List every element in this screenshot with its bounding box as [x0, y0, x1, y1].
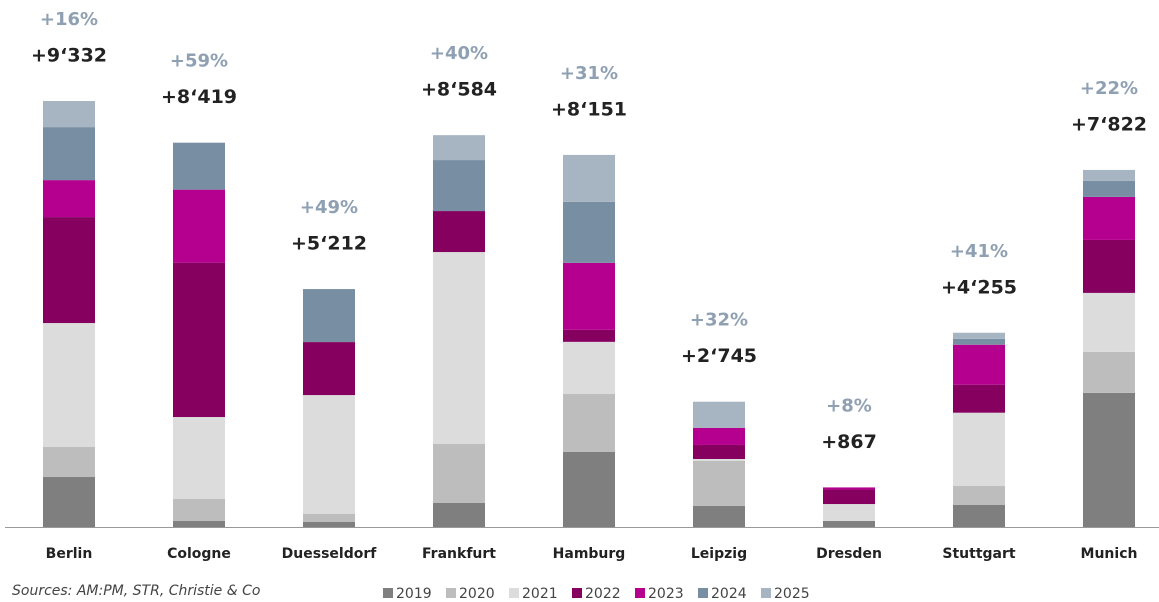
category-label: Hamburg: [553, 546, 626, 562]
legend-label: 2019: [396, 586, 432, 602]
bar-segment: [433, 160, 485, 212]
bar-segment: [433, 252, 485, 445]
bar-segment: [173, 189, 225, 263]
bar-segment: [43, 217, 95, 324]
growth-label: +16%: [40, 9, 98, 30]
bar-segment: [1083, 292, 1135, 352]
total-label: +9‘332: [31, 45, 107, 67]
total-label: +5‘212: [291, 233, 367, 255]
bar-segment: [433, 502, 485, 527]
bar-segment: [563, 201, 615, 263]
bar-segment: [693, 506, 745, 527]
bar-segment: [823, 489, 875, 505]
total-label: +2‘745: [681, 345, 757, 367]
category-label: Cologne: [167, 546, 231, 562]
bar-segment: [43, 447, 95, 478]
bar-segment: [693, 458, 745, 461]
bar-segment: [1083, 169, 1135, 181]
growth-label: +32%: [690, 310, 748, 331]
growth-label: +49%: [300, 197, 358, 218]
bar-segment: [823, 487, 875, 490]
total-label: +867: [821, 431, 877, 453]
bar-segment: [823, 504, 875, 522]
category-label: Frankfurt: [422, 546, 496, 562]
bar-segment: [173, 521, 225, 527]
bar-segment: [953, 504, 1005, 527]
bar-segment: [303, 342, 355, 396]
bar-segment: [43, 477, 95, 527]
legend-swatch: [383, 588, 393, 598]
bar-segment: [303, 289, 355, 343]
legend-swatch: [509, 588, 519, 598]
bar-segment: [303, 395, 355, 514]
growth-label: +8%: [826, 395, 872, 416]
category-label: Dresden: [816, 546, 882, 562]
total-label: +8‘151: [551, 98, 627, 120]
legend-swatch: [446, 588, 456, 598]
growth-label: +22%: [1080, 78, 1138, 99]
growth-label: +59%: [170, 51, 228, 72]
bar-segment: [43, 101, 95, 128]
bar-segment: [953, 344, 1005, 385]
bar-segment: [563, 329, 615, 342]
bar-segment: [433, 444, 485, 503]
bar-segment: [693, 444, 745, 459]
bar-segment: [433, 211, 485, 253]
bar-segment: [303, 521, 355, 527]
bar-segment: [173, 417, 225, 500]
bar-segment: [43, 127, 95, 181]
bar-segment: [563, 154, 615, 202]
bar-segment: [693, 401, 745, 428]
bar-segment: [1083, 392, 1135, 527]
growth-label: +40%: [430, 43, 488, 64]
legend-swatch: [635, 588, 645, 598]
bar-segment: [43, 180, 95, 218]
bar-segment: [693, 427, 745, 445]
category-label: Berlin: [46, 546, 93, 562]
category-label: Munich: [1081, 546, 1138, 562]
total-label: +8‘419: [161, 86, 237, 108]
category-label: Duesseldorf: [282, 546, 378, 562]
total-label: +4‘255: [941, 276, 1017, 298]
bar-segment: [953, 486, 1005, 505]
bar-segment: [563, 394, 615, 452]
growth-label: +41%: [950, 241, 1008, 262]
bar-segment: [693, 460, 745, 507]
bar-segment: [43, 323, 95, 448]
bar-segment: [823, 521, 875, 527]
bar-segment: [303, 513, 355, 522]
total-label: +8‘584: [421, 79, 497, 101]
bar-segment: [953, 412, 1005, 487]
bar-segment: [953, 332, 1005, 339]
bar-segment: [1083, 196, 1135, 240]
bar-segment: [173, 499, 225, 522]
legend-swatch: [698, 588, 708, 598]
total-label: +7‘822: [1071, 113, 1147, 135]
legend-label: 2024: [711, 586, 747, 602]
bar-segment: [1083, 351, 1135, 393]
legend-label: 2021: [522, 586, 558, 602]
legend-label: 2020: [459, 586, 495, 602]
growth-label: +31%: [560, 63, 618, 84]
bar-segment: [563, 341, 615, 395]
bar-segment: [563, 451, 615, 527]
bar-segment: [173, 142, 225, 190]
legend-label: 2022: [585, 586, 621, 602]
bar-segment: [433, 135, 485, 161]
category-label: Stuttgart: [942, 546, 1016, 562]
legend-label: 2025: [774, 586, 810, 602]
legend-label: 2023: [648, 586, 684, 602]
bar-segment: [953, 338, 1005, 345]
bar-segment: [563, 262, 615, 330]
bar-segment: [173, 262, 225, 418]
bar-segment: [953, 384, 1005, 413]
bar-segment: [1083, 180, 1135, 197]
source: Sources: AM:PM, STR, Christie & Co: [12, 583, 260, 599]
category-label: Leipzig: [691, 546, 747, 562]
legend-swatch: [761, 588, 771, 598]
legend-swatch: [572, 588, 582, 598]
bar-segment: [1083, 239, 1135, 293]
